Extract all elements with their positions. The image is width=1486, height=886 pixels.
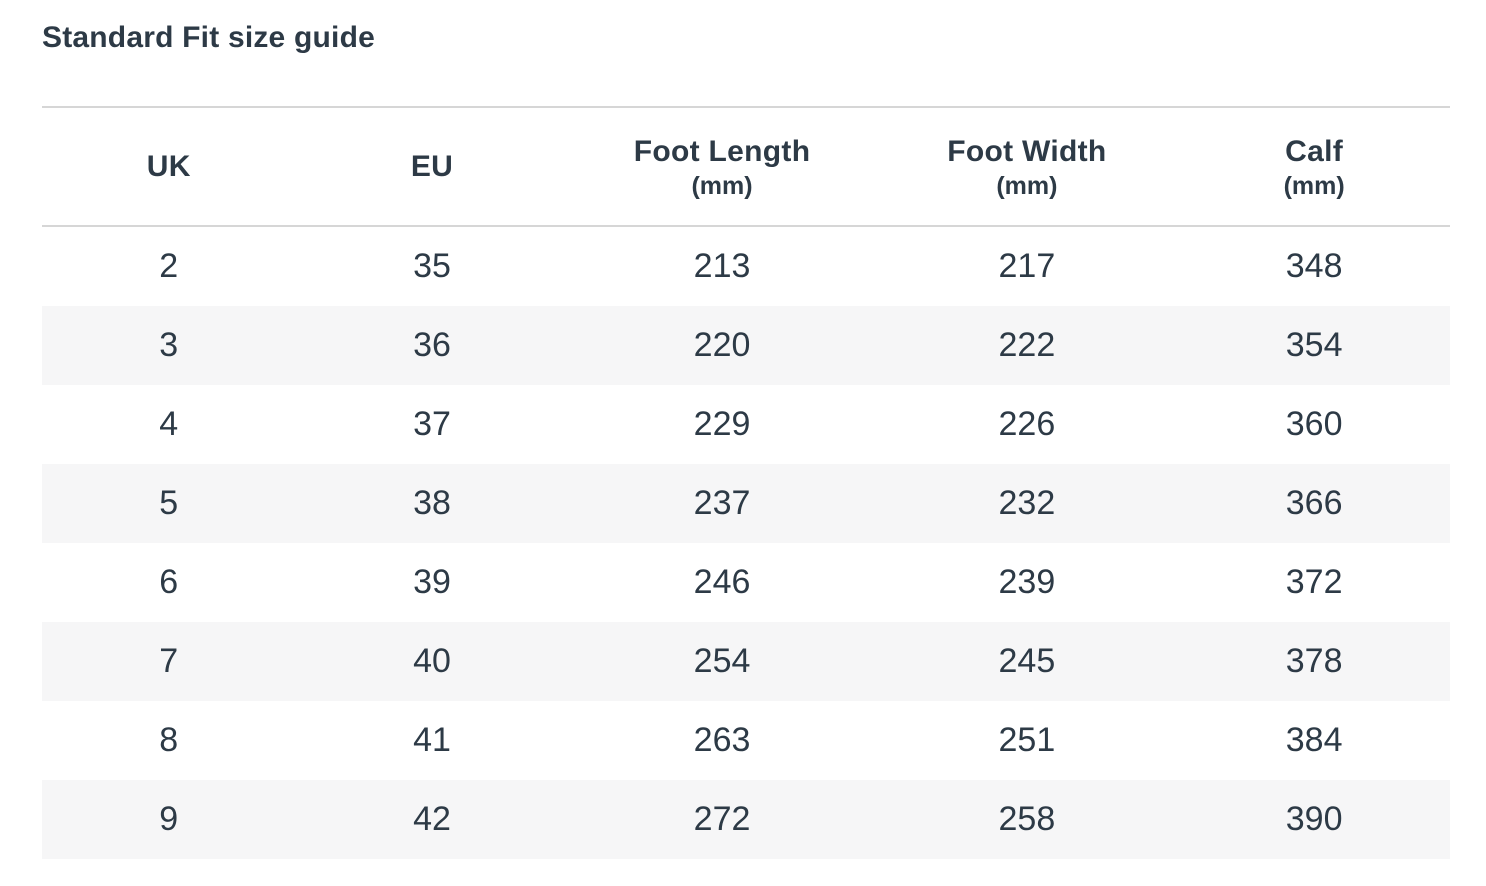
column-header-foot-width: Foot Width (mm) <box>875 107 1179 227</box>
column-header-eu: EU <box>295 107 569 227</box>
table-row: 9 42 272 258 390 <box>42 780 1450 859</box>
table-cell: 217 <box>998 247 1056 285</box>
table-row: 7 40 254 245 378 <box>42 622 1450 701</box>
table-cell: 390 <box>1285 800 1343 838</box>
table-cell: 36 <box>413 326 451 364</box>
table-header: UK EU Foot Length (mm) Foot Width (mm) Calf (mm… <box>42 107 1450 227</box>
table-header-row: UK EU Foot Length (mm) Foot Width (mm) Calf (mm… <box>42 107 1450 227</box>
table-cell: 9 <box>159 800 179 838</box>
table-cell: 232 <box>998 484 1056 522</box>
table-cell: 251 <box>998 721 1056 759</box>
table-cell: 2 <box>159 247 179 285</box>
column-label: UK <box>146 149 191 183</box>
table-cell: 229 <box>693 405 751 443</box>
size-guide-panel: Standard Fit size guide UK EU Foot Length (… <box>42 21 1450 859</box>
table-row: 8 41 263 251 384 <box>42 701 1450 780</box>
column-label: Calf <box>1285 134 1344 168</box>
table-cell: 3 <box>159 326 179 364</box>
column-label: Foot Width <box>947 134 1107 168</box>
table-cell: 7 <box>159 642 179 680</box>
column-header-foot-length: Foot Length (mm) <box>568 107 876 227</box>
table-cell: 35 <box>413 247 451 285</box>
table-cell: 246 <box>693 563 751 601</box>
table-cell: 239 <box>998 563 1056 601</box>
table-row: 3 36 220 222 354 <box>42 306 1450 385</box>
table-cell: 213 <box>693 247 751 285</box>
table-row: 6 39 246 239 372 <box>42 543 1450 622</box>
table-cell: 245 <box>998 642 1056 680</box>
table-cell: 354 <box>1285 326 1343 364</box>
table-cell: 39 <box>413 563 451 601</box>
table-cell: 37 <box>413 405 451 443</box>
table-cell: 226 <box>998 405 1056 443</box>
table-cell: 222 <box>998 326 1056 364</box>
table-cell: 372 <box>1285 563 1343 601</box>
size-guide-title: Standard Fit size guide <box>42 21 375 54</box>
size-guide-table: UK EU Foot Length (mm) Foot Width (mm) Calf (mm… <box>42 106 1450 859</box>
table-cell: 4 <box>159 405 179 443</box>
table-cell: 41 <box>413 721 451 759</box>
table-cell: 366 <box>1285 484 1343 522</box>
table-row: 2 35 213 217 348 <box>42 226 1450 306</box>
table-row: 4 37 229 226 360 <box>42 385 1450 464</box>
table-cell: 42 <box>413 800 451 838</box>
table-cell: 237 <box>693 484 751 522</box>
table-cell: 8 <box>159 721 179 759</box>
table-cell: 348 <box>1285 247 1343 285</box>
table-body: 2 35 213 217 348 3 36 220 222 354 4 37 229 226 360 5 38 2… <box>42 226 1450 859</box>
column-unit: (mm) <box>691 171 753 200</box>
table-cell: 258 <box>998 800 1056 838</box>
column-unit: (mm) <box>996 171 1058 200</box>
column-unit: (mm) <box>1283 171 1345 200</box>
column-header-uk: UK <box>42 107 296 227</box>
table-cell: 6 <box>159 563 179 601</box>
column-label: Foot Length <box>633 134 811 168</box>
table-cell: 220 <box>693 326 751 364</box>
table-cell: 384 <box>1285 721 1343 759</box>
table-row: 5 38 237 232 366 <box>42 464 1450 543</box>
table-cell: 40 <box>413 642 451 680</box>
table-cell: 5 <box>159 484 179 522</box>
column-label: EU <box>410 149 454 183</box>
table-cell: 38 <box>413 484 451 522</box>
column-header-calf: Calf (mm) <box>1178 107 1450 227</box>
table-cell: 360 <box>1285 405 1343 443</box>
table-cell: 378 <box>1285 642 1343 680</box>
table-cell: 263 <box>693 721 751 759</box>
table-cell: 254 <box>693 642 751 680</box>
table-cell: 272 <box>693 800 751 838</box>
